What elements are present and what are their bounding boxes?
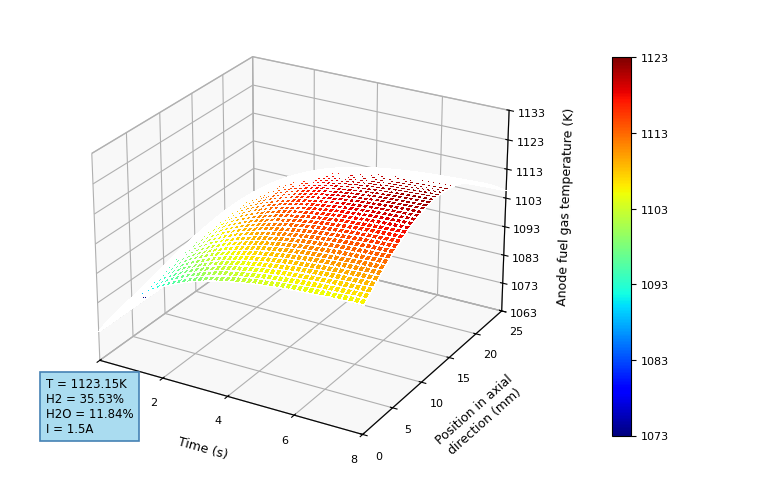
X-axis label: Time (s): Time (s) bbox=[177, 435, 230, 461]
Y-axis label: Position in axial
direction (mm): Position in axial direction (mm) bbox=[434, 372, 526, 458]
Text: T = 1123.15K
H2 = 35.53%
H2O = 11.84%
I = 1.5A: T = 1123.15K H2 = 35.53% H2O = 11.84% I … bbox=[46, 378, 134, 436]
